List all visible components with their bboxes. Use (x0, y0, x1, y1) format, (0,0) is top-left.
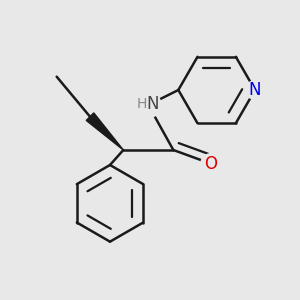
Circle shape (246, 81, 264, 99)
Text: N: N (249, 81, 261, 99)
Circle shape (201, 154, 221, 174)
Text: H: H (136, 97, 147, 111)
Text: N: N (146, 95, 159, 113)
Circle shape (136, 92, 161, 118)
Polygon shape (86, 113, 123, 150)
Text: O: O (204, 155, 218, 173)
